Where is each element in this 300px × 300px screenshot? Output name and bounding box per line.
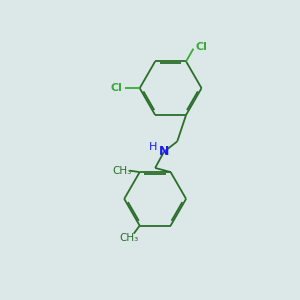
Text: CH₃: CH₃ (120, 233, 139, 243)
Text: CH₃: CH₃ (112, 166, 132, 176)
Text: Cl: Cl (110, 83, 122, 93)
Text: H: H (148, 142, 157, 152)
Text: Cl: Cl (196, 42, 208, 52)
Text: N: N (159, 145, 169, 158)
